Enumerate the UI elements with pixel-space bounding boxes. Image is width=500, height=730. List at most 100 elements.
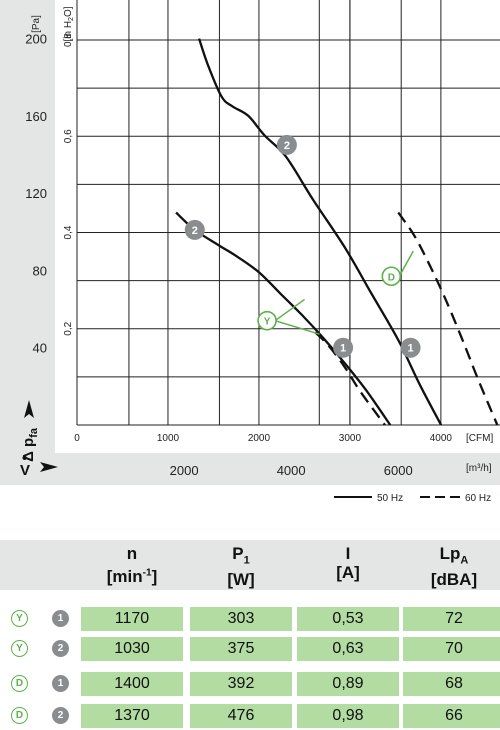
legend: 50 Hz 60 Hz [334, 493, 491, 504]
table-row: Y 1 1170 303 0,53 72 [0, 606, 500, 632]
mode-badge: Y [11, 610, 28, 627]
cell-sound: 70 [403, 637, 500, 661]
y-tick-label-pa: 120 [25, 186, 47, 201]
mode-badge: Y [11, 640, 28, 657]
x-tick-label-cfm: 4000 [430, 433, 453, 444]
header-sound-sub: A [460, 554, 469, 567]
header-sound-symbol: Lp [439, 544, 461, 563]
header-current-unit: [A] [336, 563, 360, 582]
mode-leader-line [274, 298, 306, 322]
curve-badge-circle [400, 337, 421, 358]
mode-label-circle [257, 310, 277, 331]
svg-text:•: • [22, 450, 27, 467]
header-current-symbol: I [345, 544, 351, 563]
cell-speed: 1030 [81, 637, 183, 661]
header-power-unit: [W] [227, 570, 255, 590]
cell-current: 0,89 [297, 672, 399, 696]
plot-grid [76, 0, 500, 426]
x-axis-m3h-unit: [m³/h] [466, 463, 492, 474]
legend-label-60hz: 60 Hz [465, 493, 491, 504]
curve-badge-text: 1 [408, 343, 414, 355]
curve-50hz [175, 211, 392, 426]
x-axis-cfm-ticks: 0 1000 2000 3000 4000 [74, 433, 452, 444]
table-header: n [min-1] P1 [W] I [A] LpA [dBA] [0, 540, 500, 590]
x-axis-label: V • [20, 450, 58, 479]
cell-speed: 1170 [81, 607, 183, 631]
x-tick-label-m3h: 2000 [170, 463, 199, 478]
x-tick-label-cfm: 1000 [157, 433, 180, 444]
cell-power: 392 [190, 672, 292, 696]
y-tick-label-inh2o: 0,4 [63, 225, 74, 239]
curve-60hz [397, 211, 499, 426]
x-tick-label-cfm: 0 [74, 433, 80, 444]
fan-performance-chart: 40 80 120 160 200 0,2 0,4 0,6 0,8 0 1000 2000 3000… [0, 0, 500, 504]
y-tick-label-inh2o: 0,8 [63, 33, 74, 47]
header-power: P1 [W] [190, 544, 292, 589]
y-axis-pa-ticks: 40 80 120 160 200 [25, 32, 47, 356]
svg-text:V: V [20, 462, 30, 479]
cell-current: 0,98 [297, 704, 399, 728]
cell-current: 0,53 [297, 607, 399, 631]
y-tick-label-pa: 160 [25, 109, 47, 124]
table-row: Y 2 1030 375 0,63 70 [0, 636, 500, 662]
header-power-symbol: P [232, 544, 244, 563]
cell-speed: 1370 [81, 704, 183, 728]
y-tick-label-pa: 200 [25, 32, 47, 47]
header-speed: n [min-1] [81, 544, 183, 586]
x-tick-label-m3h: 6000 [384, 463, 413, 478]
curve-badge: 2 [52, 707, 69, 724]
legend-label-50hz: 50 Hz [377, 493, 403, 504]
header-speed-symbol: n [126, 544, 138, 563]
data-table: n [min-1] P1 [W] I [A] LpA [dBA] Y 1 117… [0, 540, 500, 730]
table-row: D 1 1400 392 0,89 68 [0, 671, 500, 697]
mode-leader-line [398, 250, 414, 277]
y-tick-label-inh2o: 0,6 [63, 129, 74, 143]
curve-badge-circle [276, 134, 297, 155]
mode-leader-line [274, 319, 320, 335]
cell-current: 0,63 [297, 637, 399, 661]
y-axis-pa-unit: [Pa] [31, 15, 42, 33]
cell-sound: 68 [403, 672, 500, 696]
curve-badge: 1 [52, 610, 69, 627]
cell-power: 375 [190, 637, 292, 661]
header-sound: LpA [dBA] [403, 544, 500, 589]
curve-badge-text: 1 [340, 343, 346, 355]
cell-power: 303 [190, 607, 292, 631]
x-tick-label-cfm: 2000 [248, 433, 271, 444]
mode-badge: D [11, 707, 28, 724]
curve-badge-circle [333, 337, 354, 358]
y-axis-inh2o-unit: [in H2O] [63, 6, 75, 41]
curves [175, 38, 499, 426]
x-axis-cfm-unit: [CFM] [466, 433, 493, 444]
x-tick-label-cfm: 3000 [339, 433, 362, 444]
y-tick-label-pa: 80 [33, 263, 47, 278]
curve-badge-text: 2 [192, 225, 198, 237]
header-speed-unit: [min-1] [106, 566, 158, 586]
y-tick-label-pa: 40 [33, 341, 47, 356]
curve-badge: 1 [52, 675, 69, 692]
left-axis-band [0, 0, 55, 485]
mode-label-circle [381, 266, 402, 287]
bottom-axis-band [0, 453, 500, 485]
curve-labels: 2 2 1 1 [184, 134, 421, 358]
curve-badge-circle [184, 219, 205, 240]
x-tick-label-m3h: 4000 [277, 463, 306, 478]
mode-labels: DY [257, 250, 414, 335]
table-row: D 2 1370 476 0,98 66 [0, 703, 500, 729]
x-axis-m3h-ticks: 2000 4000 6000 [170, 463, 413, 478]
curve-50hz [197, 38, 443, 426]
y-tick-label-inh2o: 0,2 [63, 321, 74, 335]
mode-label-text: Y [264, 317, 271, 328]
cell-power: 476 [190, 704, 292, 728]
curve-badge-text: 2 [284, 140, 290, 152]
cell-sound: 72 [403, 607, 500, 631]
header-sound-unit: [dBA] [430, 570, 478, 590]
y-axis-inh2o-ticks: 0,2 0,4 0,6 0,8 [63, 33, 74, 336]
curve-badge: 2 [52, 640, 69, 657]
curve-60hz [314, 331, 386, 426]
mode-label-text: D [388, 272, 395, 283]
header-power-sub: 1 [243, 554, 250, 567]
mode-badge: D [11, 675, 28, 692]
header-current: I [A] [297, 544, 399, 582]
cell-speed: 1400 [81, 672, 183, 696]
